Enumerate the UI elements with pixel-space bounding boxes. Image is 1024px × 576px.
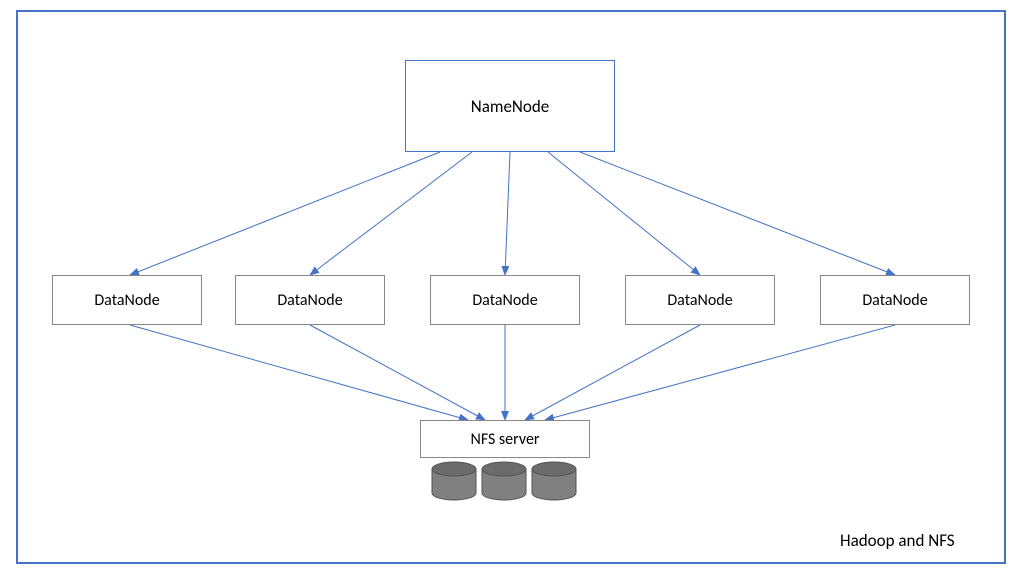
node-nfs: NFS server (420, 420, 590, 458)
diagram-caption: Hadoop and NFS (840, 530, 955, 551)
node-dn2: DataNode (235, 275, 385, 325)
node-dn1: DataNode (52, 275, 202, 325)
node-namenode: NameNode (405, 60, 615, 152)
node-dn3: DataNode (430, 275, 580, 325)
node-dn5: DataNode (820, 275, 970, 325)
node-dn4: DataNode (625, 275, 775, 325)
